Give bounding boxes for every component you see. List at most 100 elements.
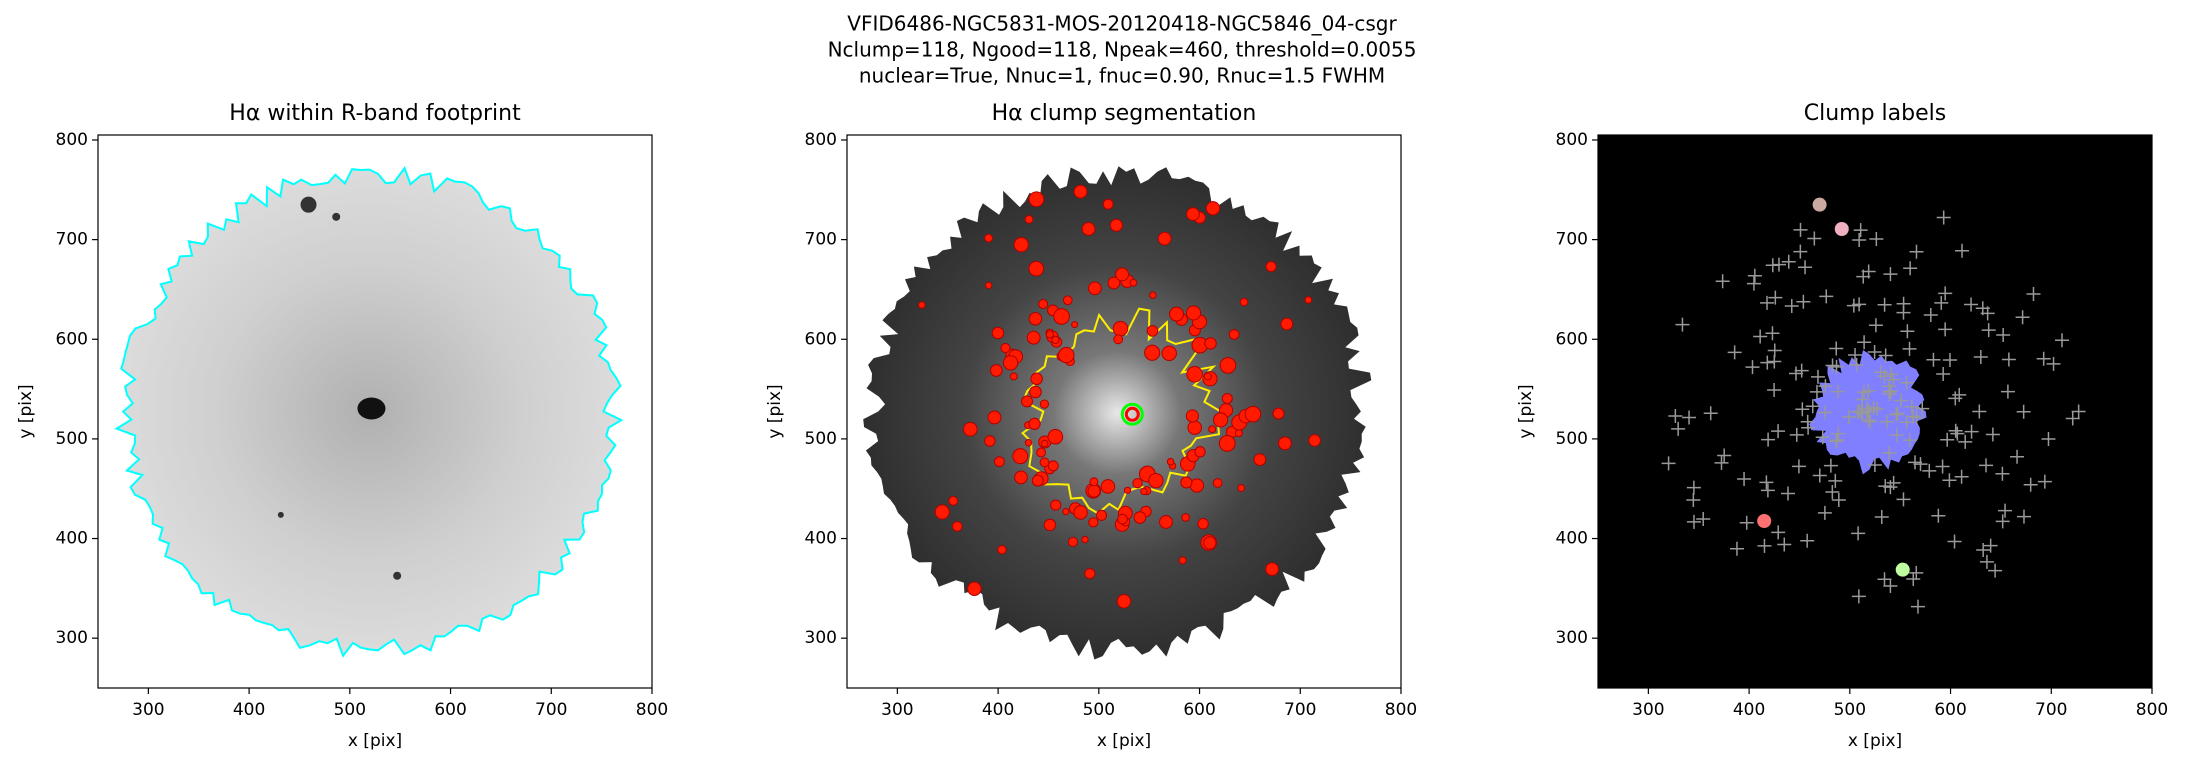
clump bbox=[1265, 261, 1277, 273]
clump-cross bbox=[1771, 257, 1786, 272]
clump bbox=[962, 421, 978, 437]
clump-label bbox=[1757, 513, 1772, 528]
clump bbox=[1012, 448, 1029, 465]
clump-cross bbox=[1948, 423, 1963, 438]
clump bbox=[1026, 330, 1041, 345]
clump-cross bbox=[1983, 538, 1998, 553]
clump-cross bbox=[1934, 295, 1949, 310]
clump-cross bbox=[1899, 415, 1914, 430]
x-tick-label: 700 bbox=[535, 700, 567, 720]
clump-cross bbox=[1794, 363, 1809, 378]
clump-cross bbox=[1894, 393, 1909, 408]
clump-cross bbox=[1717, 448, 1732, 463]
clump-cross bbox=[1805, 399, 1820, 414]
clump-cross bbox=[1995, 514, 2010, 529]
clump-cross bbox=[1753, 329, 1768, 344]
clump-cross bbox=[1896, 492, 1911, 507]
axes-frame bbox=[97, 134, 653, 689]
clump-cross bbox=[1793, 222, 1808, 237]
clump-cross bbox=[1880, 414, 1895, 429]
clump bbox=[1117, 513, 1128, 525]
x-tick-label: 700 bbox=[1284, 700, 1316, 720]
clump bbox=[1265, 562, 1279, 577]
clump bbox=[1100, 479, 1116, 494]
x-tick-label: 300 bbox=[881, 700, 913, 720]
suptitle-line: Nclump=118, Ngood=118, Npeak=460, thresh… bbox=[828, 38, 1417, 62]
clump-cross bbox=[1856, 385, 1871, 400]
clump-cross bbox=[1976, 542, 1991, 557]
clump bbox=[1304, 296, 1313, 304]
clump bbox=[1148, 472, 1164, 489]
clump bbox=[1159, 515, 1173, 529]
clump-cross bbox=[1829, 341, 1844, 356]
clump-cross bbox=[1771, 525, 1786, 540]
clump bbox=[1244, 405, 1262, 423]
clump-label bbox=[1812, 197, 1827, 212]
clump-cross bbox=[1810, 369, 1825, 384]
clump bbox=[1186, 365, 1203, 383]
x-tick-label: 800 bbox=[1385, 700, 1417, 720]
clump bbox=[1047, 460, 1059, 472]
clump-cross bbox=[2016, 509, 2031, 524]
clump bbox=[1166, 457, 1175, 466]
clump-cross bbox=[1781, 254, 1796, 269]
clump bbox=[1009, 372, 1018, 381]
y-tick-label: 300 bbox=[805, 628, 837, 648]
y-tick-label: 800 bbox=[56, 130, 88, 150]
clump-cross bbox=[2016, 404, 2031, 419]
clump-cross bbox=[1831, 426, 1846, 441]
clump bbox=[1115, 267, 1130, 282]
clump-cross bbox=[1936, 210, 1951, 225]
clump bbox=[1144, 344, 1161, 361]
clump bbox=[1169, 306, 1184, 322]
clump-cross bbox=[1923, 307, 1938, 322]
y-tick-label: 400 bbox=[56, 529, 88, 549]
clump-cross bbox=[1825, 485, 1840, 500]
clump-cross bbox=[1675, 317, 1690, 332]
clump bbox=[1109, 218, 1123, 232]
x-tick-label: 500 bbox=[334, 700, 366, 720]
clump bbox=[1040, 439, 1049, 448]
clump-cross bbox=[1781, 486, 1796, 501]
y-tick-label: 700 bbox=[56, 230, 88, 250]
y-tick-label: 500 bbox=[805, 429, 837, 449]
clump-cross bbox=[1777, 537, 1792, 552]
clump-cross bbox=[1795, 402, 1810, 417]
clump bbox=[993, 456, 1005, 468]
y-tick-label: 500 bbox=[56, 429, 88, 449]
clump bbox=[967, 581, 982, 596]
clump-cross bbox=[1952, 387, 1967, 402]
x-axis-label: x [pix] bbox=[1848, 731, 1902, 751]
clump-cross bbox=[1825, 358, 1840, 373]
clump bbox=[1149, 291, 1157, 299]
clump bbox=[1213, 412, 1229, 428]
clump-cross bbox=[1981, 323, 1996, 338]
clump-cross bbox=[1768, 290, 1783, 305]
clump bbox=[1084, 568, 1096, 580]
clump-cross bbox=[1979, 458, 1994, 473]
clump-cross bbox=[1935, 459, 1950, 474]
clump bbox=[1113, 334, 1124, 345]
clump bbox=[1228, 329, 1240, 340]
clump-cross bbox=[1931, 508, 1946, 523]
clump bbox=[1197, 518, 1209, 530]
y-axis-label: y [pix] bbox=[765, 384, 785, 438]
x-tick-label: 400 bbox=[982, 700, 1014, 720]
clump-cross bbox=[1739, 515, 1754, 530]
clump bbox=[1205, 201, 1221, 216]
clump-cross bbox=[1950, 426, 1965, 441]
clump-cross bbox=[1817, 405, 1832, 420]
clump bbox=[1237, 484, 1246, 492]
clump bbox=[997, 545, 1007, 555]
panel-title: Hα clump segmentation bbox=[992, 101, 1257, 126]
y-tick-label: 600 bbox=[805, 329, 837, 349]
clump bbox=[1219, 357, 1237, 374]
clump bbox=[1308, 434, 1321, 447]
clump bbox=[1112, 320, 1129, 337]
clump-cross bbox=[1830, 384, 1845, 399]
clump-cross bbox=[1815, 430, 1830, 445]
clump bbox=[1028, 417, 1041, 430]
y-tick-label: 800 bbox=[1556, 130, 1588, 150]
clump-cross bbox=[1909, 244, 1924, 259]
